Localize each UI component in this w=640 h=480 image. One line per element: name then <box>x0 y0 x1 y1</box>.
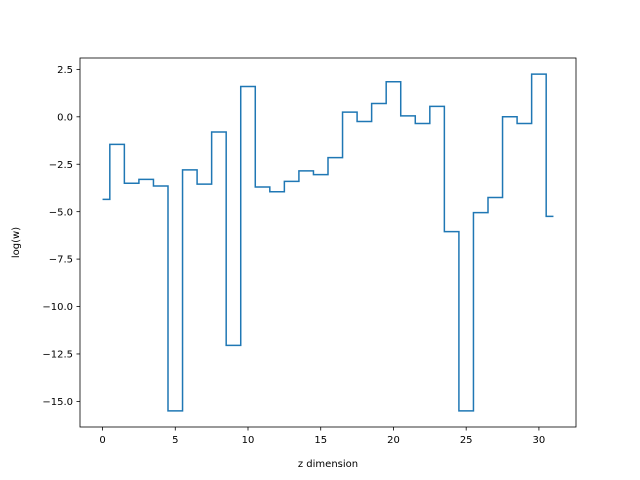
y-tick-label: −15.0 <box>42 397 73 408</box>
y-tick-label: −12.5 <box>42 350 73 361</box>
y-tick-label: −2.5 <box>49 160 73 171</box>
x-tick-label: 0 <box>99 435 105 446</box>
x-tick-label: 10 <box>242 435 255 446</box>
y-tick-label: −5.0 <box>49 207 73 218</box>
x-tick-label: 30 <box>533 435 546 446</box>
axes-frame <box>79 57 577 428</box>
plot-area <box>102 73 554 412</box>
y-axis: 2.5 0.0 −2.5 −5.0 −7.5 −10.0 −12.5 −15.0 <box>42 65 80 408</box>
x-axis-label: z dimension <box>298 459 358 470</box>
x-tick-label: 25 <box>460 435 473 446</box>
series-line <box>102 73 554 412</box>
x-tick-label: 20 <box>387 435 400 446</box>
y-tick-label: −10.0 <box>42 302 73 313</box>
y-tick-label: 0.0 <box>57 112 73 123</box>
y-tick-label: −7.5 <box>49 255 73 266</box>
x-axis: 0 5 10 15 20 25 30 <box>99 427 545 446</box>
y-tick-label: 2.5 <box>57 65 73 76</box>
y-axis-label: log(w) <box>11 227 22 258</box>
x-tick-label: 15 <box>314 435 327 446</box>
x-tick-label: 5 <box>172 435 178 446</box>
